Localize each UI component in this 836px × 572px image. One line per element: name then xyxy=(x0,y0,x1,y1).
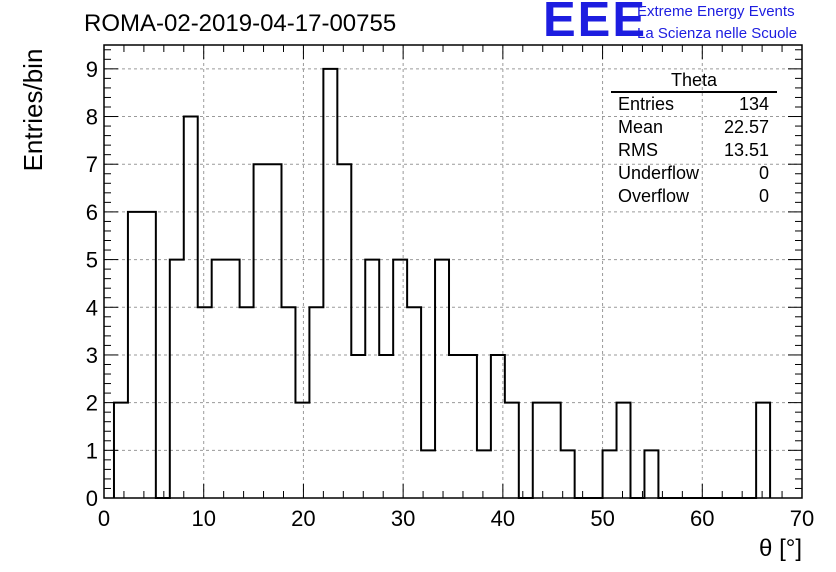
stats-row-overflow: Overflow 0 xyxy=(611,185,777,208)
histogram-bin xyxy=(351,355,365,498)
eee-logo: EEE xyxy=(543,0,648,47)
stats-label: RMS xyxy=(618,140,658,160)
stats-label: Mean xyxy=(618,117,664,137)
x-tick-label: 0 xyxy=(98,506,110,531)
stats-value: 22.57 xyxy=(723,117,769,137)
histogram-bin xyxy=(365,260,379,498)
y-axis-label: Entries/bin xyxy=(18,48,48,172)
x-axis-label: θ [°] xyxy=(759,535,802,562)
histogram-bin xyxy=(603,450,617,498)
histogram-bin xyxy=(184,117,198,498)
histogram-bin xyxy=(198,307,212,498)
histogram-bin xyxy=(323,69,337,498)
plot-frame xyxy=(103,44,803,499)
histogram-bin xyxy=(491,355,505,498)
histogram-bin xyxy=(170,260,184,498)
histogram-bin xyxy=(644,450,658,498)
histogram-bin xyxy=(449,355,463,498)
histogram-bin xyxy=(617,403,631,498)
y-tick-label: 5 xyxy=(86,248,98,273)
y-tick-label: 2 xyxy=(86,391,98,416)
histogram-bin xyxy=(128,212,142,498)
logo-tagline-1: Extreme Energy Events xyxy=(637,3,795,20)
histogram-bin xyxy=(407,307,421,498)
histogram-bin xyxy=(281,307,295,498)
y-tick-label: 7 xyxy=(86,152,98,177)
histogram-bin xyxy=(533,403,547,498)
histogram-bin xyxy=(268,164,282,498)
y-tick-label: 4 xyxy=(86,295,98,320)
stats-label: Entries xyxy=(618,94,675,114)
histogram-bin xyxy=(756,403,770,498)
x-tick-label: 20 xyxy=(291,506,315,531)
histogram-bin xyxy=(114,403,128,498)
histogram-bin xyxy=(226,260,240,498)
y-tick-label: 0 xyxy=(86,486,98,511)
y-tick-label: 8 xyxy=(86,105,98,130)
histogram-bin xyxy=(421,450,435,498)
histogram-bin xyxy=(379,355,393,498)
x-tick-label: 30 xyxy=(391,506,415,531)
stats-box: Theta Entries 134 Mean 22.57 RMS 13.51 U… xyxy=(611,69,777,208)
stats-value: 0 xyxy=(758,163,769,183)
histogram-bin xyxy=(309,307,323,498)
y-tick-label: 6 xyxy=(86,200,98,225)
x-tick-label: 40 xyxy=(491,506,515,531)
stats-row-entries: Entries 134 xyxy=(611,93,777,116)
run-title: ROMA-02-2019-04-17-00755 xyxy=(84,10,397,37)
x-tick-label: 50 xyxy=(590,506,614,531)
stats-value: 13.51 xyxy=(723,140,769,160)
x-tick-label: 70 xyxy=(790,506,814,531)
y-tick-label: 1 xyxy=(86,438,98,463)
histogram-bin xyxy=(142,212,156,498)
stats-value: 0 xyxy=(758,186,769,206)
stats-label: Overflow xyxy=(618,186,690,206)
histogram-bin xyxy=(212,260,226,498)
stats-row-mean: Mean 22.57 xyxy=(611,116,777,139)
histogram-bin xyxy=(505,403,519,498)
histogram-bin xyxy=(561,450,575,498)
x-tick-label: 60 xyxy=(690,506,714,531)
x-tick-label: 10 xyxy=(191,506,215,531)
stats-row-rms: RMS 13.51 xyxy=(611,139,777,162)
logo-tagline-2: La Scienza nelle Scuole xyxy=(637,25,798,42)
y-tick-label: 9 xyxy=(86,57,98,82)
histogram-outline xyxy=(112,67,772,499)
histogram-bin xyxy=(254,164,268,498)
histogram-bin xyxy=(463,355,477,498)
stats-row-underflow: Underflow 0 xyxy=(611,162,777,185)
histogram-bin xyxy=(337,164,351,498)
y-tick-label: 3 xyxy=(86,343,98,368)
histogram-bin xyxy=(240,307,254,498)
stats-value: 134 xyxy=(738,94,769,114)
stats-label: Underflow xyxy=(618,163,700,183)
histogram-bin xyxy=(547,403,561,498)
histogram-bin xyxy=(435,260,449,498)
stats-title: Theta xyxy=(611,69,777,93)
histogram-bin xyxy=(393,260,407,498)
histogram-bin xyxy=(295,403,309,498)
histogram-bin xyxy=(477,450,491,498)
